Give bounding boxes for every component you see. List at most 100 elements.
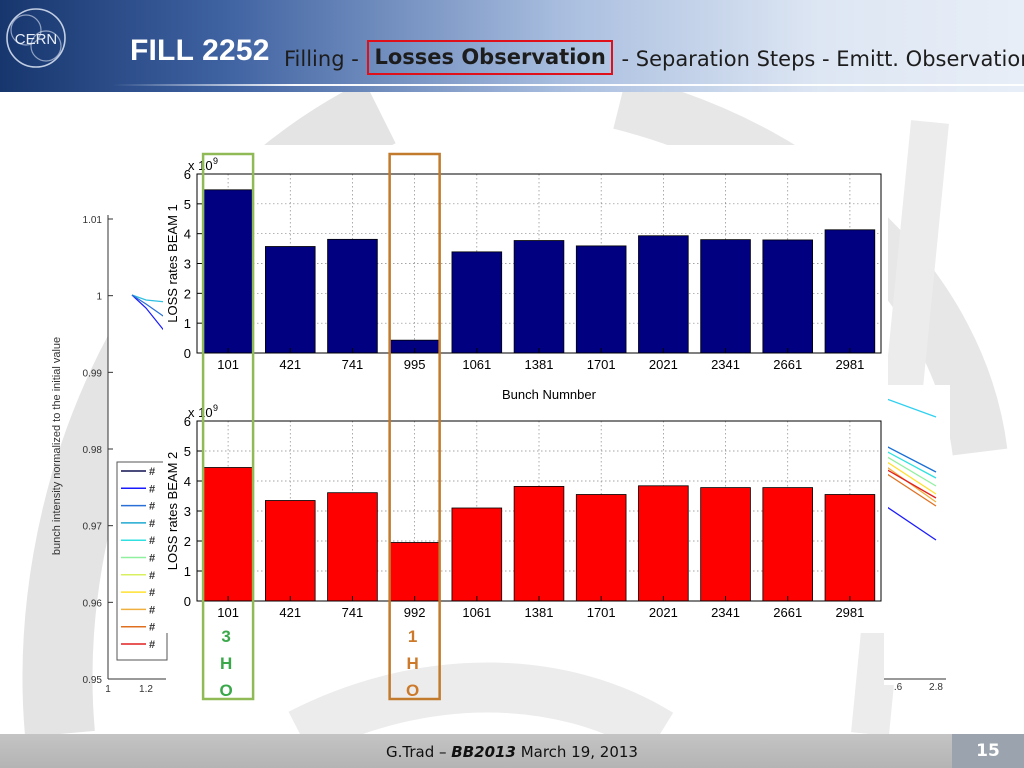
xtick-label: 2021 [649, 357, 678, 372]
bg-series-line [883, 459, 937, 495]
bg-legend-entry: # [149, 518, 155, 530]
header-rule [112, 84, 1024, 86]
exponent-power: 9 [213, 156, 218, 166]
bar-2661 [762, 487, 814, 602]
bg-series-line [883, 467, 937, 499]
bar-421 [264, 246, 316, 354]
xtick-label: 1061 [462, 605, 491, 620]
xtick-label: 421 [279, 605, 301, 620]
bar-101 [202, 467, 254, 602]
bg-series-line [883, 504, 937, 541]
xtick-label: 1381 [525, 357, 554, 372]
bg-series-line [131, 294, 167, 319]
bg-series-line [883, 444, 937, 473]
highlight-label-char: O [219, 681, 232, 700]
cern-logo-text: CERN [15, 31, 58, 48]
xtick-label: 1381 [525, 605, 554, 620]
ytick-label: 1 [184, 316, 191, 331]
ytick-label: 4 [184, 227, 191, 242]
step-separator: - [614, 47, 636, 71]
page-number: 15 [952, 734, 1024, 768]
exponent-label: x 10 [188, 158, 213, 173]
bar-1701 [575, 245, 627, 354]
bg-ytick-label: 0.95 [83, 675, 103, 686]
bg-plot-ylabel: bunch intensity normalized to the initia… [51, 337, 63, 555]
step-emitt-observation: Emitt. Observation [836, 47, 1024, 71]
xtick-label: 741 [342, 605, 364, 620]
xtick-label: 741 [342, 357, 364, 372]
plot-frame [196, 173, 882, 354]
bar-1701 [575, 494, 627, 602]
bg-series-line [883, 454, 937, 487]
ylabel: LOSS rates BEAM 2 [165, 452, 180, 571]
exponent-power: 9 [213, 403, 218, 413]
ytick-label: 6 [184, 167, 191, 182]
bg-ytick-label: 0.96 [83, 598, 103, 609]
bg-legend-entry: # [149, 501, 155, 513]
bar-992 [389, 542, 440, 602]
bg-legend-entry: # [149, 604, 155, 616]
bg-ytick-label: 0.97 [83, 522, 103, 533]
ytick-label: 4 [184, 474, 191, 489]
bar-741 [327, 492, 378, 602]
xtick-label: 101 [217, 605, 239, 620]
current-step-highlight: Losses Observation [367, 40, 613, 75]
step-separation-steps: Separation Steps [635, 47, 816, 71]
xtick-label: 995 [404, 357, 426, 372]
ytick-label: 2 [184, 534, 191, 549]
highlight-label-char: 1 [408, 627, 417, 646]
bg-legend-entry: # [149, 622, 155, 634]
ytick-label: 0 [184, 346, 191, 361]
xtick-label: 101 [217, 357, 239, 372]
footer-date: March 19, 2013 [515, 743, 638, 761]
bg-ytick-label: 1 [96, 292, 102, 303]
bg-legend-entry: # [149, 483, 155, 495]
ytick-label: 5 [184, 444, 191, 459]
footer-author: G.Trad [386, 743, 435, 761]
bg-ytick-label: 1.01 [83, 215, 103, 226]
xtick-label: 1701 [587, 605, 616, 620]
bar-1061 [451, 507, 503, 602]
ytick-label: 3 [184, 257, 191, 272]
bg-xtick-label: .6 [894, 682, 903, 693]
bg-legend-entry: # [149, 466, 155, 478]
bar-2021 [638, 235, 689, 354]
exponent-label: x 10 [188, 405, 213, 420]
highlight-box-0 [201, 152, 255, 701]
xtick-label: 2981 [835, 357, 864, 372]
xtick-label: 1701 [587, 357, 616, 372]
bg-series-line [883, 449, 937, 479]
bar-1061 [451, 251, 503, 354]
ytick-label: 0 [184, 594, 191, 609]
bar-2341 [700, 487, 751, 602]
ytick-label: 1 [184, 564, 191, 579]
bg-legend-entry: # [149, 535, 155, 547]
footer-credit: G.Trad – BB2013 March 19, 2013 [0, 743, 1024, 761]
bar-421 [264, 500, 316, 602]
bg-series-line [131, 294, 167, 334]
step-separator: - [344, 47, 366, 71]
step-losses-observation: Losses Observation [374, 45, 606, 69]
bg-xtick-label: 1 [105, 684, 111, 695]
xtick-label: 2341 [711, 605, 740, 620]
bg-legend-entry: # [149, 587, 155, 599]
xtick-label: 2021 [649, 605, 678, 620]
bg-plot-right-panel [884, 385, 950, 685]
bg-ytick-label: 0.99 [83, 368, 103, 379]
footer-dash: – [434, 743, 452, 761]
bg-series-line [883, 397, 937, 418]
bg-xtick-label: 1.2 [139, 684, 153, 695]
highlight-box-1 [388, 152, 441, 701]
ylabel: LOSS rates BEAM 1 [165, 204, 180, 323]
step-separator: - [815, 47, 837, 71]
bg-ytick-label: 0.98 [83, 445, 103, 456]
ytick-label: 2 [184, 286, 191, 301]
xtick-label: 2661 [773, 357, 802, 372]
plot-frame [196, 420, 882, 602]
footer-conference: BB2013 [451, 743, 516, 761]
bg-legend-entry: # [149, 570, 155, 582]
bg-legend-entry: # [149, 639, 155, 651]
